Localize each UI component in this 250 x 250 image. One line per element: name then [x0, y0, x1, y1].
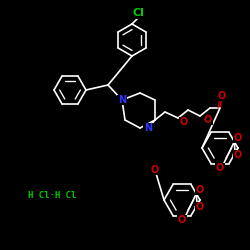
Text: O: O: [218, 91, 226, 101]
Text: O: O: [234, 150, 242, 160]
Text: O: O: [196, 202, 204, 212]
Text: O: O: [204, 115, 212, 125]
Text: O: O: [180, 117, 188, 127]
Text: N: N: [144, 123, 152, 133]
Text: H Cl·H Cl: H Cl·H Cl: [28, 190, 76, 200]
Text: O: O: [178, 215, 186, 225]
Text: O: O: [216, 163, 224, 173]
Text: Cl: Cl: [132, 8, 144, 18]
Text: N: N: [118, 95, 126, 105]
Text: O: O: [196, 185, 204, 195]
Text: O: O: [151, 165, 159, 175]
Text: O: O: [234, 133, 242, 143]
